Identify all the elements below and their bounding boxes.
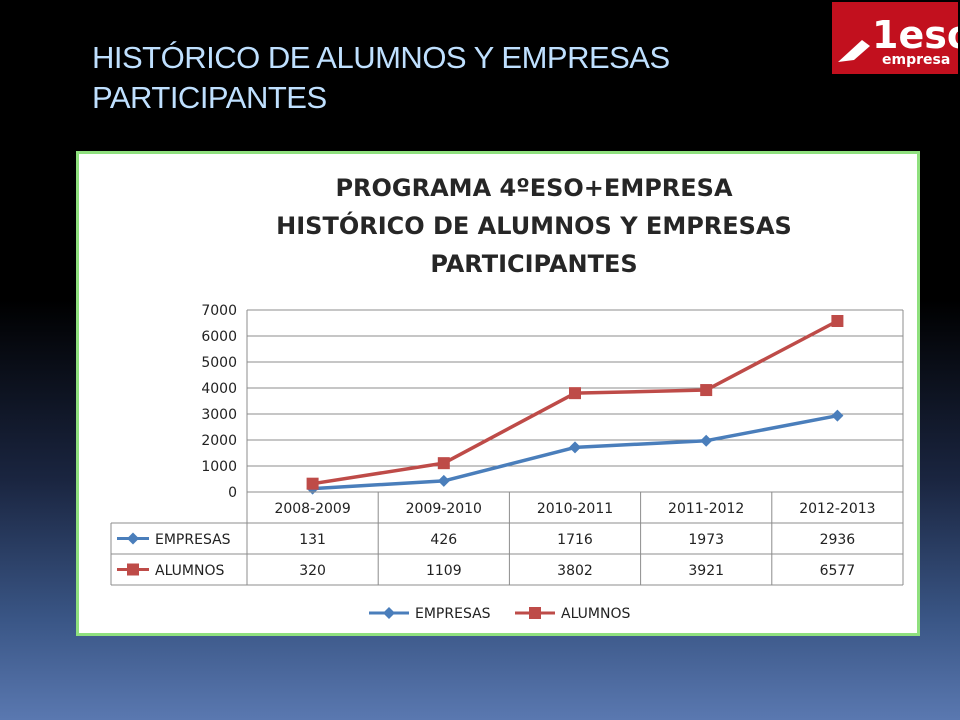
- table-cell-value: 131: [299, 532, 326, 548]
- table-cell-value: 3921: [688, 563, 724, 579]
- data-table: 2008-2009 2009-2010 2010-2011 2011-2012 2012…: [110, 491, 904, 586]
- chart-title-line-3: PARTICIPANTES: [430, 250, 637, 278]
- table-series-name: ALUMNOS: [155, 563, 224, 579]
- table-cell-value: 1716: [557, 532, 593, 548]
- table-cell-value: 1109: [426, 563, 462, 579]
- table-cell-value: 426: [430, 532, 457, 548]
- data-point: [569, 441, 581, 454]
- table-series-name: EMPRESAS: [155, 532, 231, 548]
- legend-label: ALUMNOS: [561, 606, 630, 622]
- slide-title-line-2: PARTICIPANTES: [92, 80, 327, 115]
- legend-marker: [383, 607, 395, 619]
- y-tick-label: 7000: [201, 303, 237, 319]
- table-cell-value: 1973: [688, 532, 724, 548]
- chart-panel: PROGRAMA 4ºESO+EMPRESA HISTÓRICO DE ALUM…: [76, 151, 920, 636]
- plot-area: 0 1000 2000 3000 4000 5000 6000 7000: [201, 303, 904, 501]
- data-point: [831, 314, 844, 327]
- x-category-label: 2011-2012: [668, 501, 744, 517]
- logo-mountain-icon: [838, 40, 870, 62]
- legend-label: EMPRESAS: [415, 606, 491, 622]
- series-line-alumnos: [312, 319, 839, 486]
- data-point: [569, 387, 581, 400]
- table-cell-value: 6577: [820, 563, 856, 579]
- x-category-label: 2008-2009: [274, 501, 350, 517]
- x-category-label: 2009-2010: [406, 501, 482, 517]
- y-tick-label: 3000: [201, 407, 237, 423]
- line-chart: PROGRAMA 4ºESO+EMPRESA HISTÓRICO DE ALUM…: [110, 174, 904, 622]
- logo-big-text: 1eso: [872, 13, 958, 57]
- slide-title: HISTÓRICO DE ALUMNOS Y EMPRESAS PARTICIP…: [92, 38, 792, 118]
- y-tick-label: 6000: [201, 329, 237, 345]
- table-legend-marker: [127, 563, 139, 576]
- table-legend-marker: [127, 532, 139, 545]
- data-point: [437, 457, 450, 470]
- table-cell-value: 3802: [557, 563, 593, 579]
- x-category-label: 2010-2011: [537, 501, 613, 517]
- x-category-label: 2012-2013: [799, 501, 875, 517]
- y-tick-label: 5000: [201, 355, 237, 371]
- data-point: [437, 474, 450, 487]
- data-point: [700, 434, 713, 447]
- data-point: [831, 409, 844, 422]
- logo-small-text: empresa: [882, 52, 950, 68]
- legend: EMPRESAS ALUMNOS: [369, 606, 630, 622]
- logo: 1eso empresa: [832, 2, 960, 74]
- logo-graphic: 1eso empresa: [838, 13, 960, 68]
- chart-title-line-2: HISTÓRICO DE ALUMNOS Y EMPRESAS: [276, 210, 792, 240]
- y-tick-label: 1000: [201, 459, 237, 475]
- chart-title-line-1: PROGRAMA 4ºESO+EMPRESA: [335, 174, 732, 202]
- y-tick-label: 2000: [201, 433, 237, 449]
- y-tick-label: 0: [228, 485, 237, 501]
- legend-marker: [529, 607, 541, 619]
- table-cell-value: 2936: [820, 532, 856, 548]
- y-tick-label: 4000: [201, 381, 237, 397]
- data-point: [306, 477, 319, 490]
- table-cell-value: 320: [299, 563, 326, 579]
- data-point: [700, 384, 713, 397]
- slide-title-line-1: HISTÓRICO DE ALUMNOS Y EMPRESAS: [92, 40, 670, 75]
